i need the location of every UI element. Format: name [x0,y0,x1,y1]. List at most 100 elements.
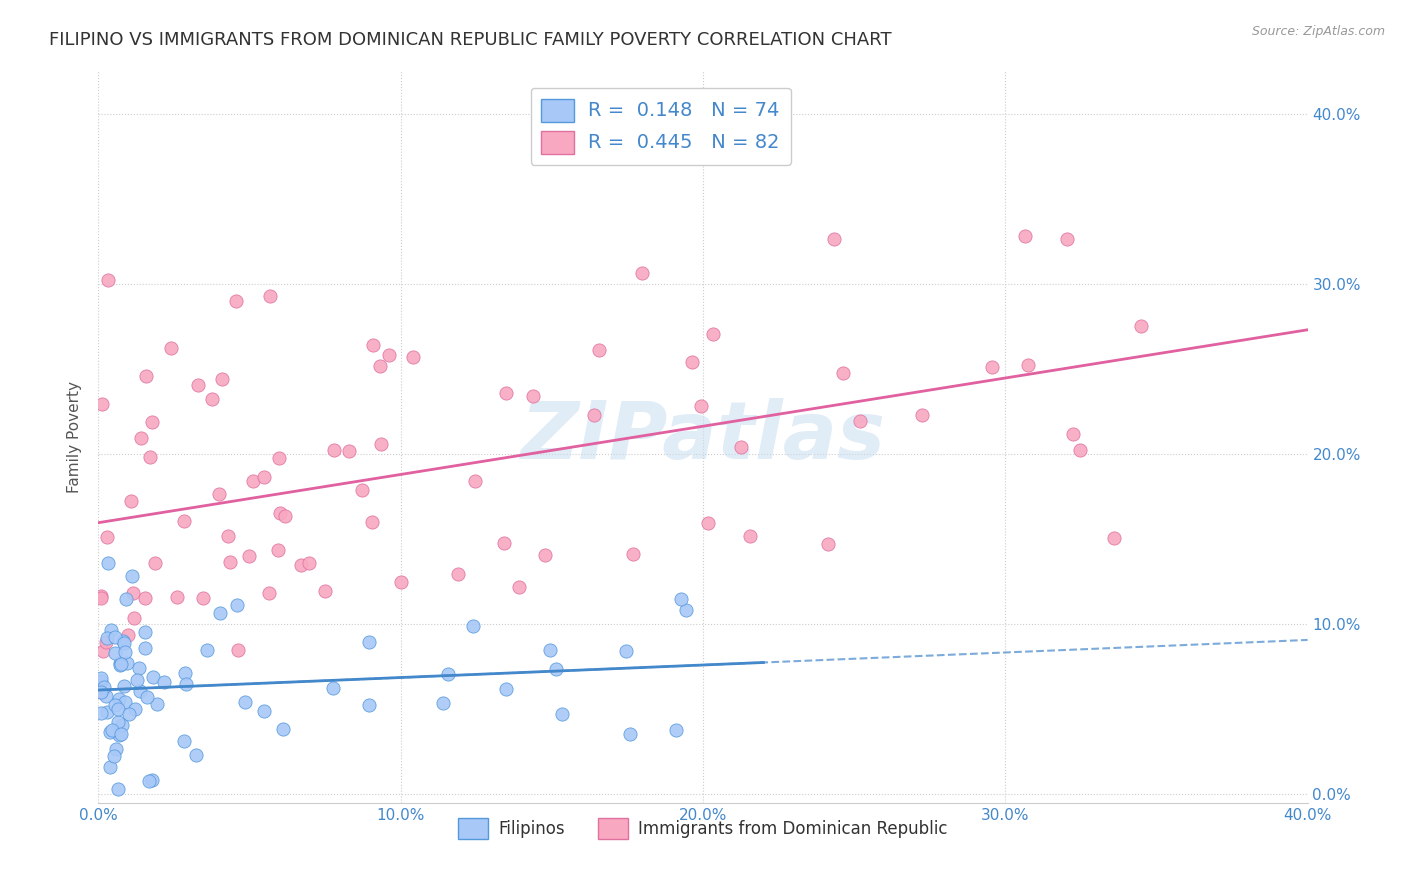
Point [544,662,567,676]
Point [184,748,207,763]
Point [681,355,703,369]
Point [273,508,295,523]
Point [588,343,610,358]
Point [911,408,934,422]
Point [115,591,138,606]
Point [832,366,855,380]
Point [495,682,517,697]
Point [817,537,839,551]
Point [104,630,127,644]
Point [98,725,121,739]
Point [110,657,132,672]
Point [160,341,183,355]
Point [630,266,652,280]
Point [583,408,606,422]
Point [134,624,156,639]
Point [551,706,574,721]
Point [538,643,561,657]
Point [298,557,321,571]
Point [238,549,260,564]
Point [402,350,425,364]
Point [360,515,382,529]
Point [97,273,120,287]
Point [730,440,752,454]
Point [337,444,360,458]
Point [233,696,256,710]
Point [211,372,233,386]
Point [124,702,146,716]
Point [128,684,150,698]
Point [619,727,641,741]
Legend: Filipinos, Immigrants from Dominican Republic: Filipinos, Immigrants from Dominican Rep… [451,811,955,846]
Point [127,673,149,687]
Point [447,567,470,582]
Point [1017,358,1039,372]
Point [675,603,697,617]
Point [208,606,231,620]
Point [357,635,380,649]
Point [166,590,188,604]
Point [219,555,242,569]
Point [112,679,135,693]
Point [134,640,156,655]
Point [464,474,486,488]
Point [257,585,280,599]
Text: Source: ZipAtlas.com: Source: ZipAtlas.com [1251,25,1385,38]
Point [174,677,197,691]
Point [187,378,209,392]
Point [1062,427,1084,442]
Point [141,772,163,787]
Point [1056,232,1078,246]
Point [207,486,229,500]
Point [135,369,157,384]
Point [461,619,484,633]
Point [112,636,135,650]
Point [738,529,761,543]
Point [849,414,872,428]
Point [621,547,644,561]
Point [90,591,112,606]
Point [368,359,391,373]
Point [225,598,247,612]
Point [103,749,125,764]
Point [90,589,112,603]
Point [267,451,290,466]
Point [1069,443,1091,458]
Point [195,643,218,657]
Point [322,443,344,458]
Point [136,690,159,704]
Point [143,556,166,570]
Point [1129,319,1152,334]
Point [980,359,1002,374]
Point [107,702,129,716]
Point [314,583,336,598]
Point [117,657,139,671]
Point [141,416,163,430]
Point [120,493,142,508]
Point [1102,531,1125,545]
Point [97,556,120,570]
Point [266,542,288,557]
Point [436,667,458,681]
Point [90,706,112,721]
Point [94,635,117,649]
Point [432,696,454,710]
Point [495,385,517,400]
Point [101,723,124,737]
Point [228,643,250,657]
Point [671,591,693,606]
Point [117,628,139,642]
Point [322,681,344,695]
Point [94,690,117,704]
Point [253,470,276,484]
Point [91,643,114,657]
Point [350,483,373,497]
Point [217,529,239,543]
Point [269,506,291,520]
Point [93,680,115,694]
Point [508,580,530,594]
Point [90,685,112,699]
Point [98,760,121,774]
Point [114,695,136,709]
Point [90,685,112,699]
